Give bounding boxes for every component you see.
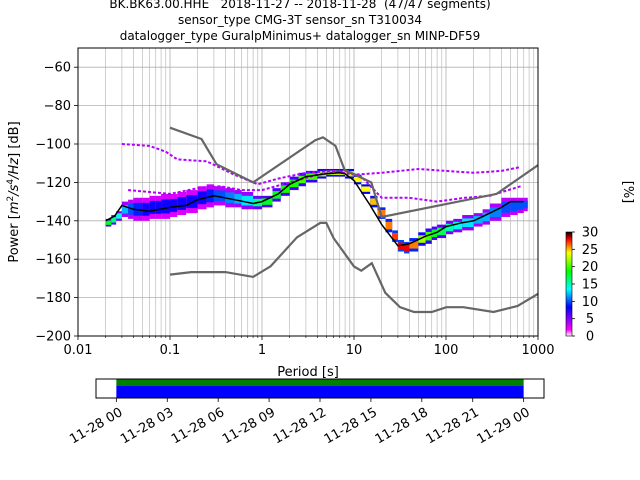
timeline-tick-label: 11-28 03	[118, 405, 176, 447]
chart-title-line-2: sensor_type CMG-3T sensor_sn T310034	[177, 13, 423, 27]
colorbar-tick-label: 5	[586, 312, 594, 327]
psd-density-bands	[105, 168, 528, 254]
psd-band-core	[361, 186, 371, 192]
colorbar-label: [%]	[620, 181, 635, 204]
psd-band-core	[517, 201, 524, 210]
colorbar-tick-label: 10	[582, 295, 599, 310]
colorbar	[565, 231, 573, 337]
psd-band-core	[116, 213, 122, 219]
y-axis-label: Power [m2/s4/Hz] [dB]	[6, 121, 22, 262]
x-tick-label: 1000	[521, 343, 554, 358]
low-noise-model-line	[169, 221, 538, 314]
timeline-coverage-upper	[116, 379, 524, 386]
psd-band-core	[170, 198, 178, 212]
psd-band-core	[289, 179, 299, 188]
timeline-tick-label: 11-28 21	[424, 405, 482, 447]
x-tick-label: 10	[346, 343, 363, 358]
timeline-tick-label: 11-28 06	[169, 405, 227, 447]
psd-band-core	[482, 212, 490, 222]
x-axis-ticks: 0.01 0.1 1 10 100 1000	[64, 336, 555, 358]
psd-band-core	[206, 189, 214, 203]
y-tick-label: −80	[44, 99, 71, 114]
timeline-tick-label: 11-28 00	[67, 405, 125, 447]
timeline-tick-label: 11-28 09	[220, 405, 278, 447]
grid-lines	[77, 48, 538, 337]
psd-band-core	[425, 231, 432, 241]
timeline-tick-label: 11-28 18	[373, 405, 431, 447]
timeline-tick-label: 11-28 15	[322, 405, 380, 447]
psd-band-core	[354, 176, 362, 183]
timeline-tick-label: 11-28 12	[271, 405, 329, 447]
x-tick-label: 0.1	[160, 343, 181, 358]
high-noise-model-line	[169, 126, 538, 219]
psd-band-core	[155, 200, 162, 214]
psd-band-core	[473, 216, 483, 224]
x-axis-label: Period [s]	[277, 365, 339, 380]
psd-band-core	[409, 241, 419, 249]
y-tick-label: −200	[35, 330, 71, 345]
noise-model-lines	[169, 126, 538, 314]
chart-title-line-3: datalogger_type GuralpMinimus+ datalogge…	[119, 29, 481, 43]
x-tick-label: 1	[258, 343, 266, 358]
psd-band-core	[161, 199, 170, 214]
psd-band-core	[225, 192, 235, 204]
psd-band-core	[234, 193, 242, 204]
y-tick-label: −160	[35, 253, 71, 268]
plot-area	[78, 48, 538, 336]
psd-band-core	[197, 191, 207, 205]
y-tick-label: −180	[35, 291, 71, 306]
psd-band-core	[111, 217, 117, 223]
psd-band-core	[105, 220, 112, 225]
psd-band-core	[404, 244, 410, 251]
psd-band-core	[462, 218, 474, 228]
psd-band-core	[453, 221, 463, 230]
psd-band-core	[370, 198, 378, 205]
colorbar-tick-label: 30	[582, 226, 599, 241]
psd-band-core	[280, 185, 290, 193]
y-tick-label: −100	[35, 138, 71, 153]
psd-band-core	[149, 200, 156, 214]
psd-band-core	[437, 227, 446, 236]
psd-band-core	[489, 207, 502, 217]
psd-band-core	[186, 195, 198, 209]
x-tick-label: 100	[434, 343, 459, 358]
y-tick-label: −60	[44, 61, 71, 76]
plot-frame	[77, 47, 539, 337]
timeline-coverage-lower	[116, 386, 524, 398]
colorbar-tick-label: 0	[586, 330, 594, 345]
psd-band-core	[446, 223, 454, 232]
psd-band-core	[501, 201, 511, 213]
colorbar-tick-label: 20	[582, 260, 599, 275]
psd-band-core	[392, 232, 398, 240]
colorbar-tick-label: 25	[582, 243, 599, 258]
psd-band-core	[523, 200, 528, 209]
psd-band-core	[128, 203, 134, 215]
psd-band-core	[385, 221, 393, 230]
median-line	[105, 172, 524, 247]
psd-band-core	[262, 198, 273, 205]
psd-band-core	[177, 197, 187, 210]
timeline-tick-label: 11-29 00	[475, 405, 533, 447]
y-tick-label: −120	[35, 176, 71, 191]
psd-band-core	[121, 204, 129, 214]
colorbar-tick-label: 15	[582, 278, 599, 293]
psd-band-core	[418, 235, 426, 243]
psd-band-core	[213, 190, 226, 202]
x-tick-label: 0.01	[64, 343, 93, 358]
y-tick-label: −140	[35, 214, 71, 229]
colorbar-ticks: 0 5 10 15 20 25 30	[572, 226, 598, 345]
psd-band-core	[241, 195, 254, 206]
y-axis-ticks: −200 −180 −160 −140 −120 −100 −80 −60	[35, 61, 78, 345]
chart-title-line-1: BK.BK63.00.HHE 2018-11-27 -- 2018-11-28 …	[109, 0, 491, 11]
psd-band-core	[510, 201, 518, 212]
median-psd-line	[105, 172, 524, 247]
psd-band-core	[142, 202, 150, 216]
